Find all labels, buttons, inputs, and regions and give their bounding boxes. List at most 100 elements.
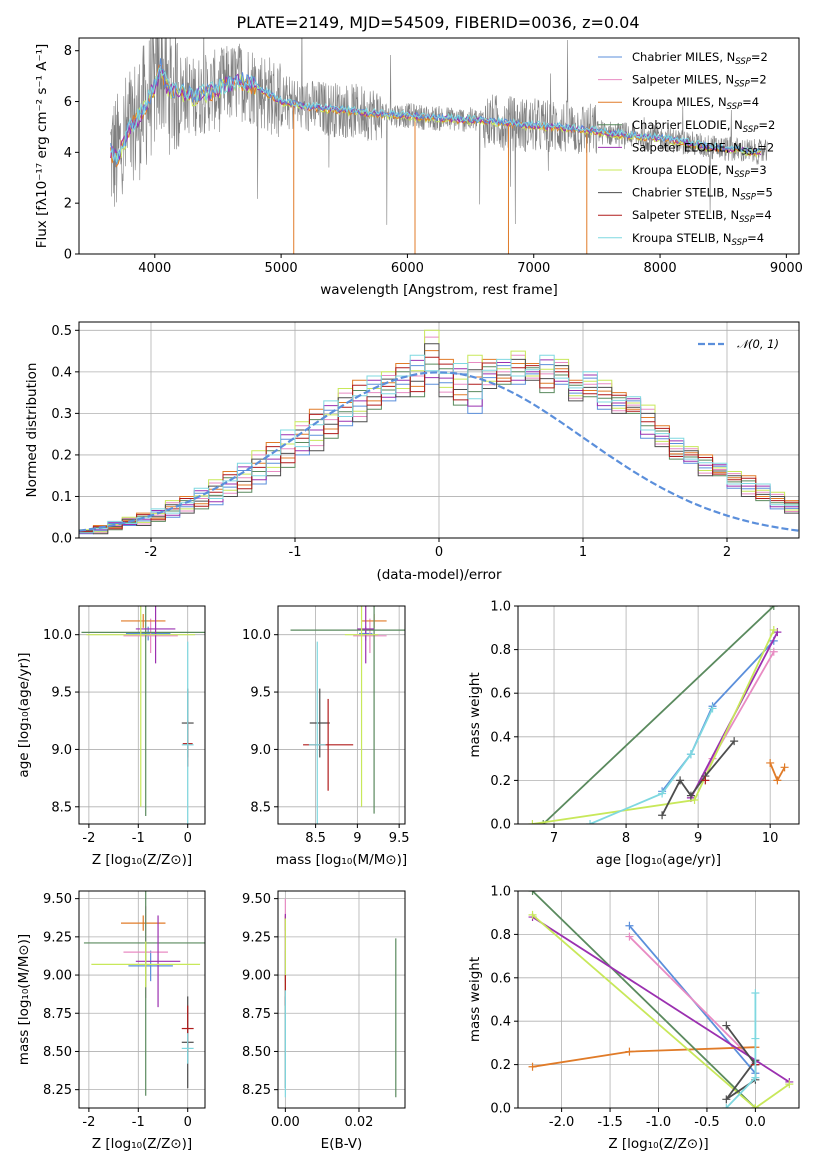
weight-line [589,708,714,824]
weight-line [531,891,757,1108]
age-vs-Z-ytick-label: 9.5 [51,686,72,701]
age-vs-mass-ytick-label: 9.5 [250,686,271,701]
legend-nssp: =2 [751,50,768,64]
weight-vs-Z-ytick-label: 0.2 [490,1058,511,1073]
age-vs-Z-xlabel: Z [log₁₀(Z/Z⊙)] [92,852,192,868]
mass-vs-ebv-ytick-label: 9.50 [242,892,271,907]
weight-vs-age-axes: 7 8 9 10 0.0 0.2 0.4 0.6 0.8 1.0 age [log₁₀(age/yr… [467,600,800,868]
weight-vs-Z-xtick-label: -2.0 [549,1115,574,1130]
weight-marker [769,647,778,656]
legend-subscript: SSP [734,80,750,90]
weight-marker [730,737,739,746]
residuals-xtick-label: -1 [289,545,302,560]
mass-vs-ebv-ytick-label: 8.50 [242,1045,271,1060]
legend-subscript: SSP [732,238,748,248]
weight-marker [785,1080,794,1089]
weight-line [531,914,790,1108]
mass-vs-Z-axes: -2 -1 0 8.25 8.50 8.75 9.00 9.25 9.50 Z [log₁₀(Z/… [16,890,206,1152]
weight-line [628,935,757,1064]
spectrum-xtick-label: 9000 [770,261,803,276]
weight-vs-Z-plot-area [528,891,794,1108]
weight-vs-age-xlabel: age [log₁₀(age/yr)] [596,852,721,868]
weight-vs-age-ytick-label: 0.0 [490,818,511,833]
weight-marker [528,891,537,895]
weight-marker [722,1021,731,1030]
mass-vs-Z-xtick-label: 0 [184,1115,192,1130]
legend-entry-label: Chabrier STELIB, N [632,186,740,200]
mass-vs-Z-ytick-label: 8.75 [43,1007,72,1022]
spectrum-ylabel: Flux [fλ10⁻¹⁷ erg cm⁻² s⁻¹ A⁻¹] [34,44,50,249]
spectrum-xtick-label: 4000 [138,261,171,276]
mass-vs-ebv-axes: 0.00 0.02 8.25 8.50 8.75 9.00 9.25 9.50 E(B-V) [242,890,406,1152]
legend-nssp: =2 [757,140,774,154]
weight-vs-age-xtick-label: 8 [622,831,630,846]
weight-marker [686,791,695,800]
weight-marker [686,750,695,759]
weight-marker [751,1073,760,1082]
mass-vs-ebv-ytick-label: 9.25 [242,930,271,945]
legend-subscript: SSP [739,215,755,225]
residuals-ytick-label: 0.2 [51,448,72,463]
weight-line [661,640,775,792]
weight-marker [751,1104,760,1108]
spectrum-ytick-label: 4 [64,146,72,161]
residual-histogram [79,329,799,533]
legend-subscript: SSP [727,102,743,112]
legend-entry-label: Salpeter STELIB, N [632,208,739,222]
weight-vs-Z-xlabel: Z [log₁₀(Z/Z⊙)] [608,1136,708,1152]
weight-marker [751,1034,760,1043]
model-spectrum [110,67,762,163]
residual-histogram [79,356,799,533]
spectrum-xtick-label: 7000 [517,261,550,276]
weight-marker [676,776,685,785]
weight-marker [766,758,775,767]
age-vs-mass-xlabel: mass [log₁₀(M/M⊙)] [276,852,407,868]
weight-marker [658,789,667,798]
weight-marker [625,921,634,930]
residuals-xtick-label: 1 [579,545,587,560]
residual-histogram [79,354,799,534]
residuals-ytick-label: 0.1 [51,490,72,505]
weight-line [532,916,790,1083]
weight-marker [625,932,634,941]
weight-vs-Z-ytick-label: 1.0 [490,885,511,900]
spectrum-xtick-label: 6000 [391,261,424,276]
weight-marker [722,1095,731,1104]
weight-vs-Z-ytick-label: 0.0 [490,1102,511,1117]
mass-vs-ebv-xtick-label: 0.02 [345,1115,374,1130]
weight-vs-Z-xtick-label: 0.0 [745,1115,766,1130]
age-vs-mass-ytick-label: 9.0 [250,743,271,758]
legend-entry: Salpeter MILES, NSSP=2 [632,73,767,90]
legend-entry: Salpeter ELODIE, NSSP=2 [632,140,774,157]
weight-marker [780,763,789,772]
legend-nssp: =4 [742,95,759,109]
age-vs-mass-xtick-label: 9.5 [389,831,410,846]
weight-marker [586,820,595,824]
legend-nssp: =4 [755,208,772,222]
weight-marker [701,776,710,785]
age-vs-Z-ytick-label: 9.0 [51,743,72,758]
weight-vs-Z-axes: -2.0 -1.5 -1.0 -0.5 0.0 0.0 0.2 0.4 0.6 0.8 1.0 Z [… [467,885,800,1152]
age-vs-Z-axes: -2 -1 0 8.5 9.0 9.5 10.0 Z [log₁₀(Z/Z⊙)] age [lo… [16,605,206,868]
age-vs-Z-ytick-label: 10.0 [43,628,72,643]
residual-histogram [79,363,799,533]
age-vs-mass-ytick-label: 10.0 [242,628,271,643]
mass-vs-Z-xtick-label: -1 [132,1115,145,1130]
mass-vs-ebv-ytick-label: 9.00 [242,969,271,984]
age-vs-Z-ytick-label: 8.5 [51,800,72,815]
legend-nssp: =4 [747,231,764,245]
spectrum-frame [78,37,800,255]
legend-subscript: SSP [743,125,759,135]
normal-curve [79,371,799,532]
age-vs-Z-plot-area [81,606,205,824]
legend-entry: Chabrier MILES, NSSP=2 [632,50,768,67]
age-vs-mass-axes: 8.5 9 9.5 8.5 9.0 9.5 10.0 mass [log₁₀(M/M⊙)] [242,605,410,868]
residuals-ytick-label: 0.5 [51,324,72,339]
weight-vs-age-xtick-label: 10 [762,831,779,846]
mass-vs-Z-ytick-label: 9.25 [43,930,72,945]
weight-vs-Z-ylabel: mass weight [467,957,483,1042]
weight-marker [528,910,537,919]
residual-histogram [79,343,799,535]
residuals-ylabel: Normed distribution [24,363,40,498]
